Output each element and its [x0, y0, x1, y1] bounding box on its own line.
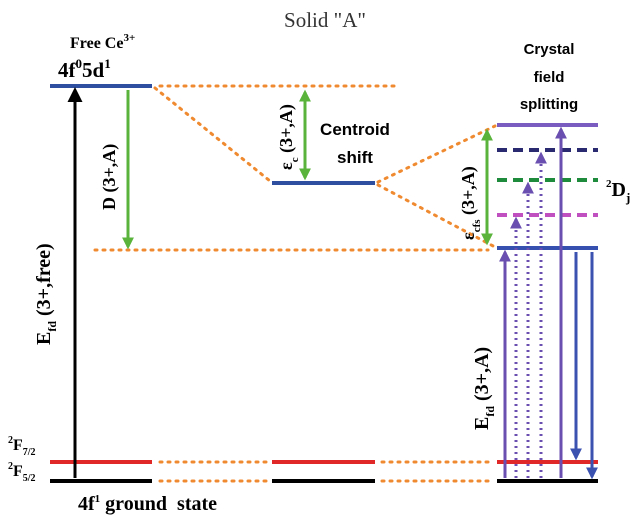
text: D	[612, 179, 626, 201]
text: c	[289, 157, 301, 162]
label: shift	[337, 148, 373, 167]
text: fd	[483, 406, 497, 417]
levels	[50, 84, 598, 483]
label: splitting	[520, 96, 578, 113]
label: Efd (3+,A)	[471, 347, 497, 430]
label: εcfs (3+,A)	[458, 166, 483, 240]
label: 2Dj	[606, 178, 630, 205]
label: 2F5/2	[8, 461, 36, 484]
label: 4f1 ground state	[78, 493, 217, 515]
text: (3+,A)	[458, 166, 479, 219]
title: Solid "A"	[284, 8, 366, 32]
text: 2	[8, 461, 13, 472]
text: 2	[8, 435, 13, 446]
text: 3+	[123, 32, 135, 44]
text: cfs	[471, 219, 483, 233]
text: 4f	[58, 58, 77, 82]
arrows	[67, 87, 598, 480]
text: E	[471, 417, 493, 430]
guide	[376, 124, 497, 184]
label: 2F7/2	[8, 435, 36, 458]
text: E	[33, 332, 55, 345]
text: (3+,A)	[276, 104, 297, 157]
text: ε	[276, 162, 296, 170]
label: Centroid	[320, 120, 390, 139]
text: 5d	[82, 58, 105, 82]
guides	[93, 84, 497, 483]
label: εc (3+,A)	[276, 104, 301, 170]
text: Free Ce	[70, 35, 123, 52]
guide	[376, 183, 497, 249]
text: j	[625, 190, 630, 205]
text: 7/2	[23, 447, 36, 458]
text: 4f	[78, 493, 95, 515]
label: D (3+,A)	[99, 144, 120, 210]
label: Crystal	[524, 41, 575, 58]
text: ε	[458, 232, 478, 240]
label: field	[534, 69, 565, 86]
text: 1	[104, 56, 111, 71]
text: F	[13, 437, 23, 454]
text: (3+,A)	[471, 347, 493, 406]
text: F	[13, 463, 23, 480]
text: ground state	[100, 493, 217, 515]
text: fd	[45, 321, 59, 332]
text: 2	[606, 178, 612, 190]
text: 5/2	[23, 473, 36, 484]
text: 1	[95, 493, 101, 505]
label: 4f05d1	[58, 56, 111, 82]
text: (3+,free)	[33, 243, 55, 321]
label: Efd (3+,free)	[33, 243, 59, 345]
text: 0	[76, 56, 83, 71]
label: Free Ce3+	[70, 32, 135, 52]
guide	[153, 86, 272, 183]
